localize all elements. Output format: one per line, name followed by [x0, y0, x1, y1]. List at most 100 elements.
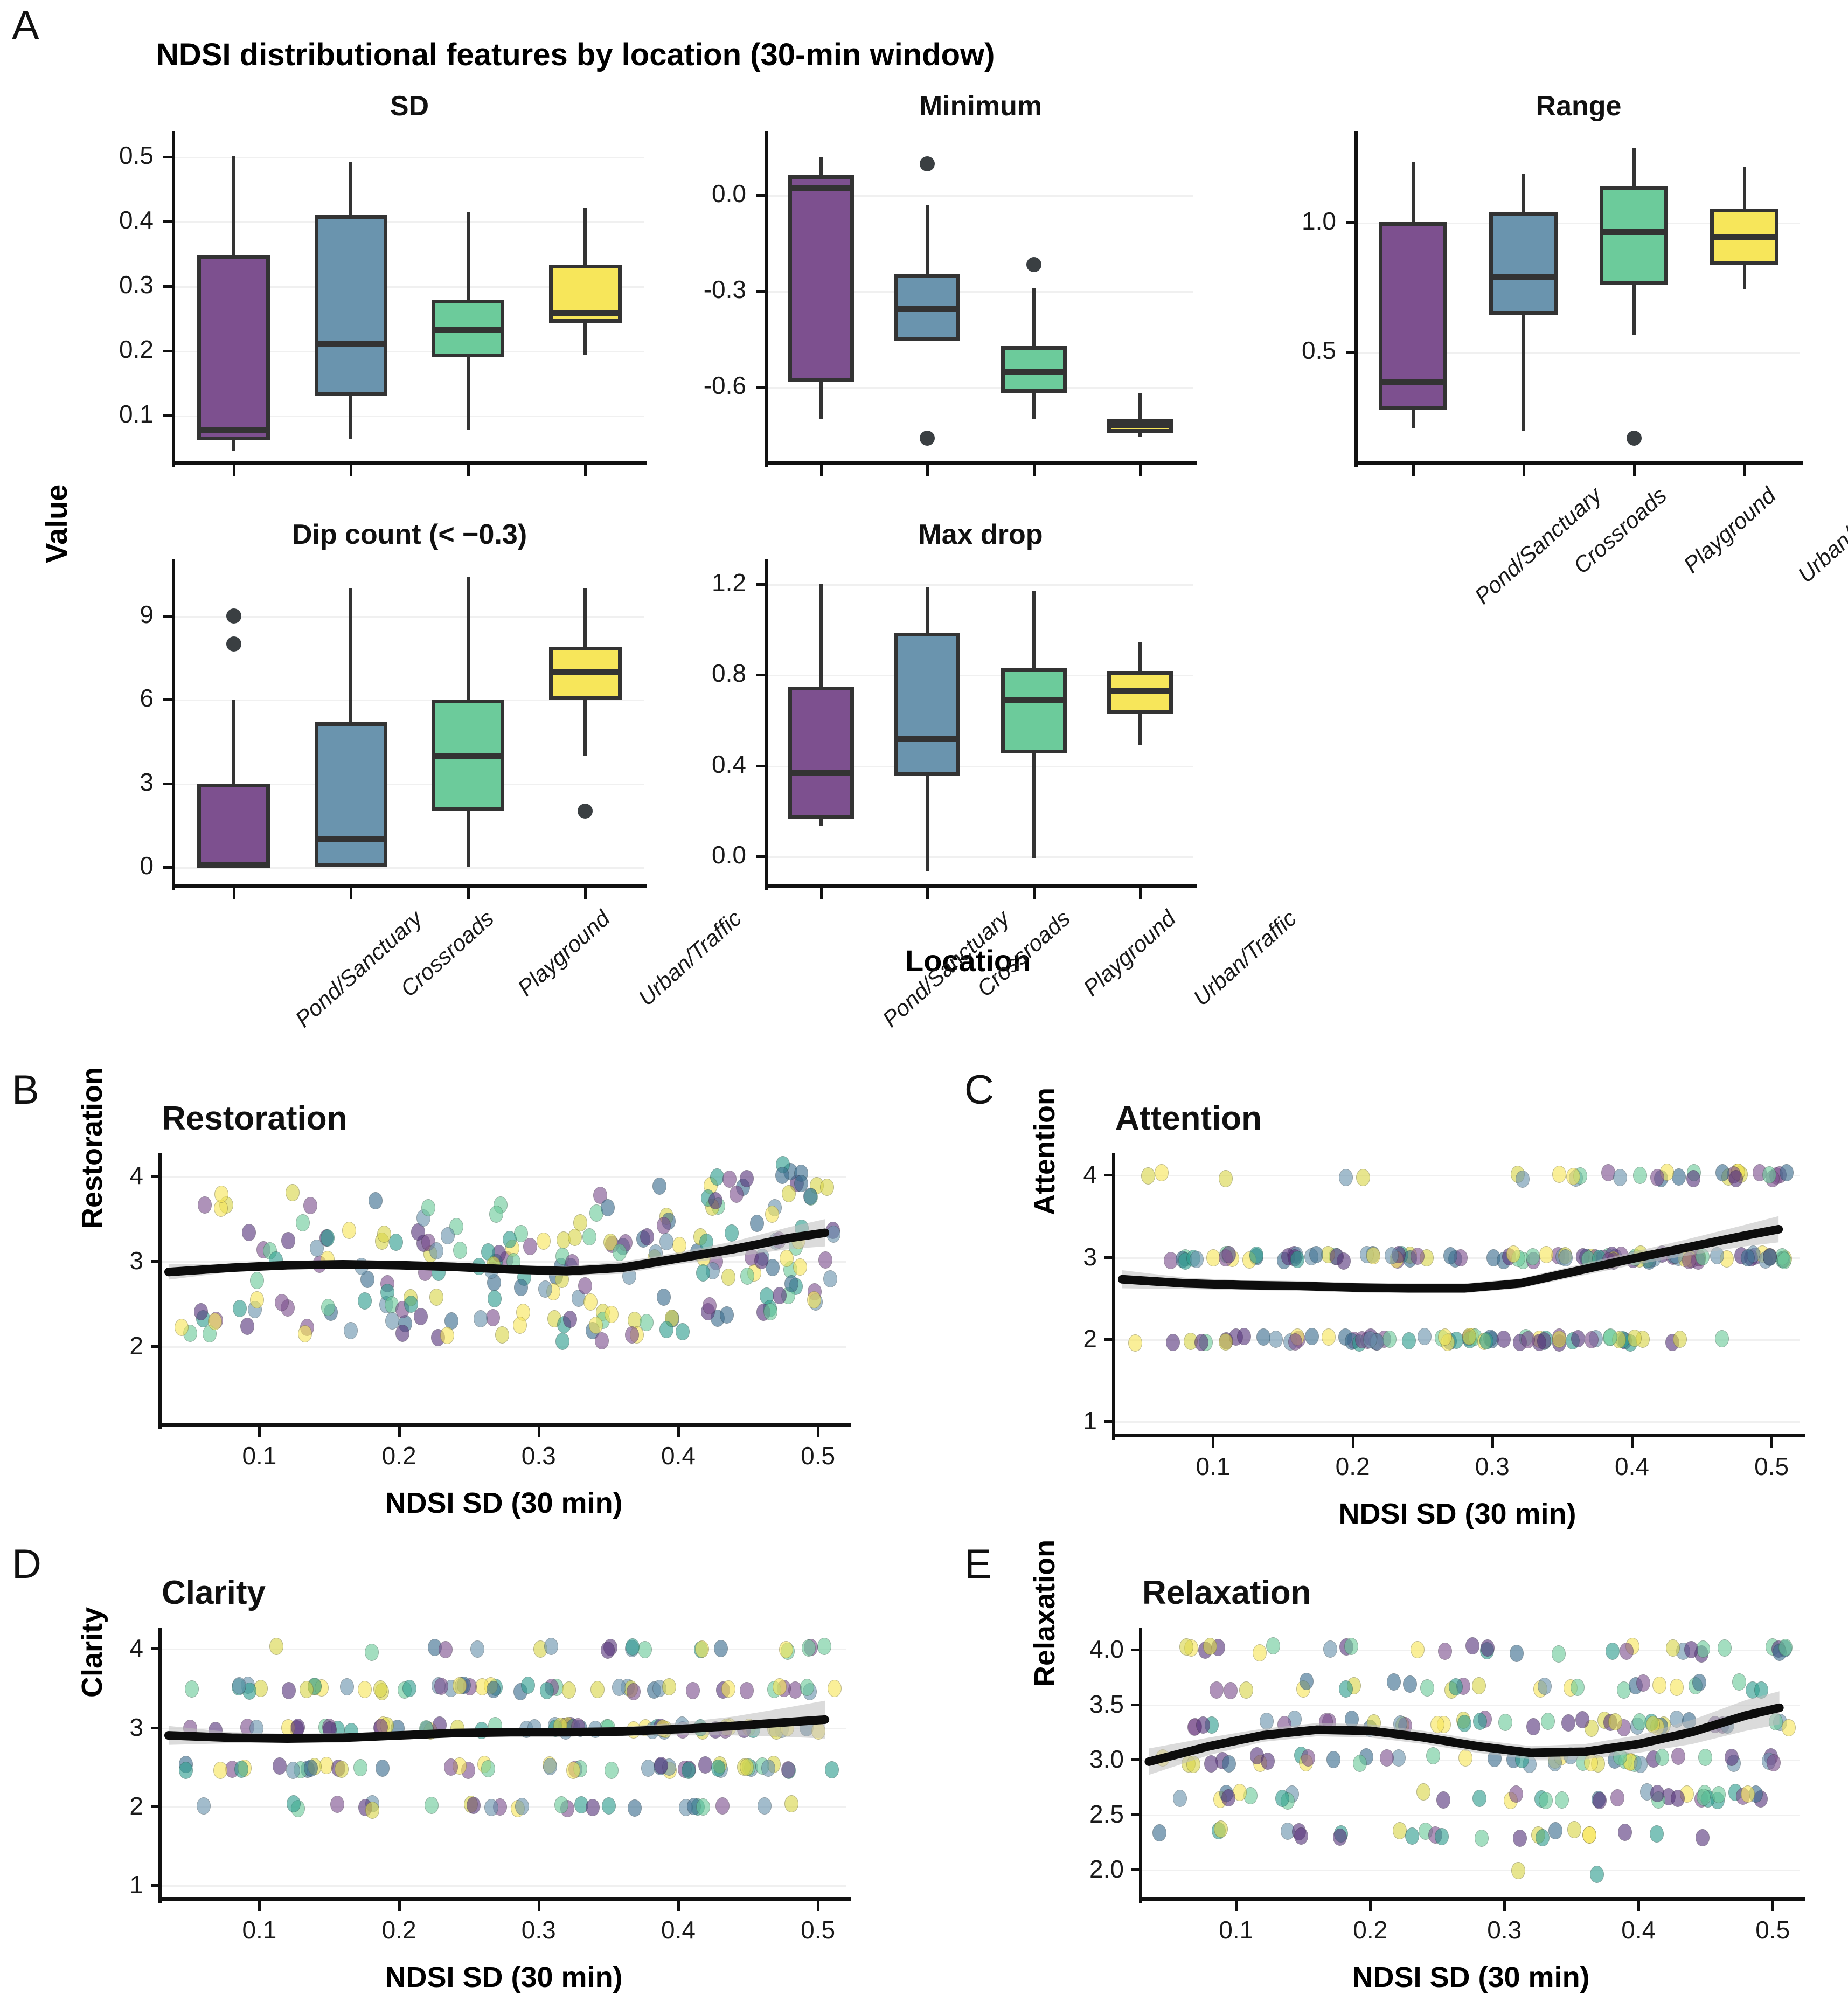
- data-point: [554, 1796, 568, 1813]
- data-point: [521, 1677, 536, 1694]
- y-tick-label: 1.2: [712, 568, 746, 597]
- data-point: [1532, 1333, 1547, 1351]
- data-point: [555, 1332, 569, 1350]
- data-point: [1209, 1681, 1224, 1699]
- data-point: [1618, 1824, 1632, 1841]
- data-point: [429, 1242, 444, 1260]
- y-axis-title-B: Restoration: [76, 1067, 108, 1229]
- x-tickmark: [258, 1900, 261, 1911]
- data-point: [475, 1721, 489, 1739]
- data-point: [357, 1292, 372, 1310]
- data-point: [1438, 1328, 1453, 1346]
- data-point: [1416, 1783, 1430, 1801]
- data-point: [1525, 1248, 1540, 1265]
- boxplot-box: [197, 255, 270, 440]
- data-point: [779, 1250, 794, 1268]
- data-point: [1165, 1333, 1180, 1351]
- y-axis-line: [1354, 131, 1358, 467]
- y-tickmark: [163, 698, 175, 702]
- y-tick-label: 0.0: [712, 179, 746, 207]
- boxplot-median: [1001, 697, 1067, 704]
- data-point: [440, 1327, 455, 1345]
- data-point: [174, 1318, 189, 1336]
- whisker-lower: [1742, 265, 1746, 289]
- data-point: [1697, 1789, 1711, 1806]
- data-point: [453, 1242, 467, 1259]
- data-point: [1613, 1169, 1628, 1187]
- data-point: [368, 1192, 383, 1210]
- plot-title-C: Attention: [1115, 1100, 1262, 1137]
- data-point: [652, 1178, 667, 1195]
- data-point: [711, 1760, 725, 1777]
- x-tickmark: [1503, 1900, 1506, 1911]
- y-tickmark: [1131, 1703, 1142, 1706]
- data-point: [1221, 1246, 1236, 1264]
- gridline: [162, 1885, 846, 1887]
- y-tick-label: 3: [140, 767, 154, 796]
- gridline: [162, 1649, 846, 1651]
- data-point: [538, 1280, 553, 1298]
- y-axis-title-D: Clarity: [76, 1607, 108, 1698]
- y-tick-label: 0.4: [712, 750, 746, 778]
- data-point: [1410, 1641, 1425, 1659]
- boxplot-box: [788, 175, 854, 383]
- data-point: [358, 1681, 372, 1699]
- x-axis-line: [172, 461, 647, 465]
- gridline: [162, 1175, 846, 1178]
- data-point: [820, 1179, 835, 1196]
- data-point: [1777, 1251, 1791, 1269]
- whisker-lower: [926, 775, 929, 871]
- data-point: [1541, 1712, 1555, 1730]
- data-point: [672, 1237, 686, 1255]
- outlier-point: [1626, 430, 1642, 446]
- data-point: [1762, 1166, 1776, 1184]
- y-tickmark: [163, 615, 175, 618]
- figure-title: NDSI distributional features by location…: [156, 37, 995, 72]
- data-point: [1548, 1822, 1563, 1840]
- data-point: [214, 1185, 228, 1203]
- gridline: [768, 195, 1193, 197]
- whisker-upper: [1138, 393, 1142, 419]
- data-point: [811, 1722, 825, 1740]
- data-point: [826, 1225, 840, 1243]
- data-point: [1438, 1642, 1453, 1660]
- data-point: [286, 1795, 301, 1813]
- data-point: [1633, 1755, 1648, 1773]
- data-point: [1603, 1328, 1617, 1346]
- data-point: [780, 1719, 795, 1736]
- data-point: [207, 1313, 222, 1331]
- data-point: [713, 1640, 728, 1658]
- y-tick-label: 4: [129, 1161, 143, 1189]
- data-point: [1650, 1785, 1664, 1803]
- data-point: [343, 1322, 358, 1340]
- data-point: [625, 1638, 640, 1656]
- boxplot-median: [1001, 369, 1067, 375]
- data-point: [1515, 1750, 1529, 1768]
- data-point: [567, 1229, 582, 1247]
- x-axis-title-B: NDSI SD (30 min): [385, 1487, 623, 1519]
- data-point: [470, 1640, 485, 1658]
- data-point: [233, 1300, 247, 1318]
- y-tick-label: 2: [129, 1331, 143, 1360]
- data-point: [365, 1801, 380, 1819]
- x-axis-line: [765, 884, 1197, 888]
- data-point: [1636, 1674, 1650, 1692]
- data-point: [1222, 1755, 1236, 1773]
- boxplot-median: [197, 862, 270, 868]
- data-point: [269, 1251, 283, 1269]
- data-point: [185, 1680, 199, 1698]
- data-point: [1665, 1639, 1680, 1657]
- data-point: [1715, 1164, 1729, 1182]
- y-axis-line: [172, 559, 175, 890]
- data-point: [1260, 1712, 1274, 1730]
- x-axis-line: [765, 461, 1197, 465]
- data-point: [1479, 1332, 1493, 1349]
- x-tick-label: 0.5: [801, 1916, 836, 1944]
- data-point: [1695, 1248, 1710, 1265]
- data-point: [784, 1275, 799, 1292]
- data-point: [365, 1643, 379, 1661]
- data-point: [601, 1719, 615, 1737]
- boxplot-median: [432, 327, 505, 333]
- y-tickmark: [151, 1345, 162, 1348]
- x-axis-line: [1354, 461, 1803, 465]
